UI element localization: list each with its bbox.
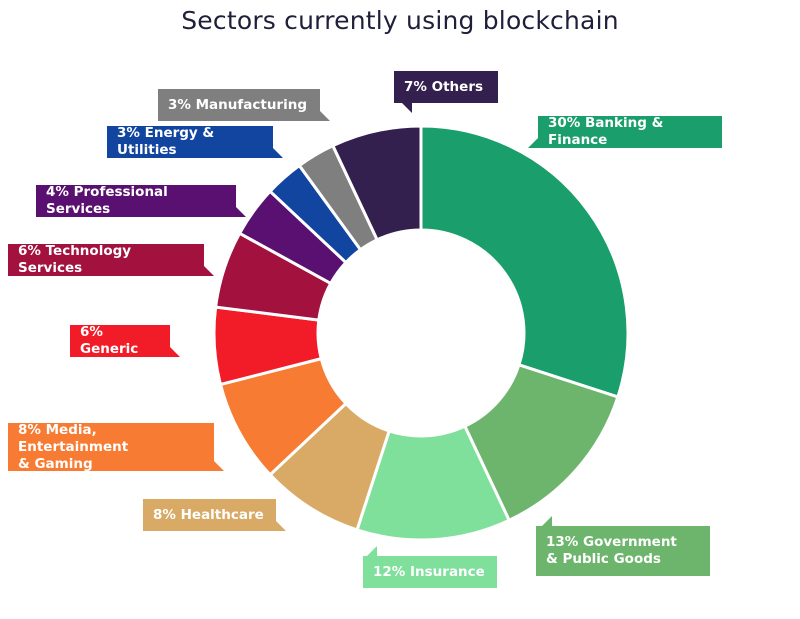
donut-slice-0: [419, 124, 630, 399]
chart-title: Sectors currently using blockchain: [181, 6, 619, 35]
callout-text: 6% Technology Services: [18, 243, 132, 276]
callout-pointer: [273, 148, 283, 158]
callout-text: 13% Government & Public Goods: [546, 534, 677, 567]
callout-label-6: 6% Technology Services: [8, 243, 214, 276]
callout-label-4: 8% Media, Entertainment & Gaming: [8, 421, 224, 472]
callout-pointer: [320, 111, 330, 121]
callout-label-5: 6% Generic: [70, 324, 180, 357]
callout-text: 8% Healthcare: [153, 506, 264, 523]
callout-label-10: 7% Others: [394, 71, 498, 113]
callout-text: 4% Professional Services: [46, 184, 168, 217]
callout-label-8: 3% Energy & Utilities: [107, 125, 283, 158]
callout-pointer: [367, 546, 377, 556]
callout-text: 6% Generic: [80, 324, 139, 357]
donut-slice-10: [330, 124, 423, 242]
callout-label-2: 12% Insurance: [363, 546, 497, 588]
callout-label-3: 8% Healthcare: [143, 499, 286, 531]
donut-slice-1: [462, 362, 620, 523]
callout-label-0: 30% Banking & Finance: [528, 115, 722, 148]
callout-pointer: [204, 266, 214, 276]
callout-text: 3% Manufacturing: [168, 96, 307, 113]
callout-pointer: [528, 138, 538, 148]
callout-label-9: 3% Manufacturing: [158, 89, 330, 121]
callout-label-7: 4% Professional Services: [36, 184, 246, 217]
callout-pointer: [402, 103, 412, 113]
callout-pointer: [170, 347, 180, 357]
callout-label-1: 13% Government & Public Goods: [536, 516, 710, 576]
callout-pointer: [542, 516, 552, 526]
callout-text: 7% Others: [404, 78, 484, 95]
callout-text: 3% Energy & Utilities: [117, 125, 215, 158]
callout-text: 8% Media, Entertainment & Gaming: [18, 421, 129, 472]
callout-pointer: [214, 461, 224, 471]
callout-pointer: [276, 521, 286, 531]
callout-text: 12% Insurance: [373, 563, 485, 580]
callout-pointer: [236, 207, 246, 217]
callout-text: 30% Banking & Finance: [548, 115, 664, 148]
